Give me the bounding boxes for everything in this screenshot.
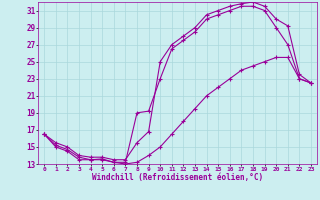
X-axis label: Windchill (Refroidissement éolien,°C): Windchill (Refroidissement éolien,°C) — [92, 173, 263, 182]
